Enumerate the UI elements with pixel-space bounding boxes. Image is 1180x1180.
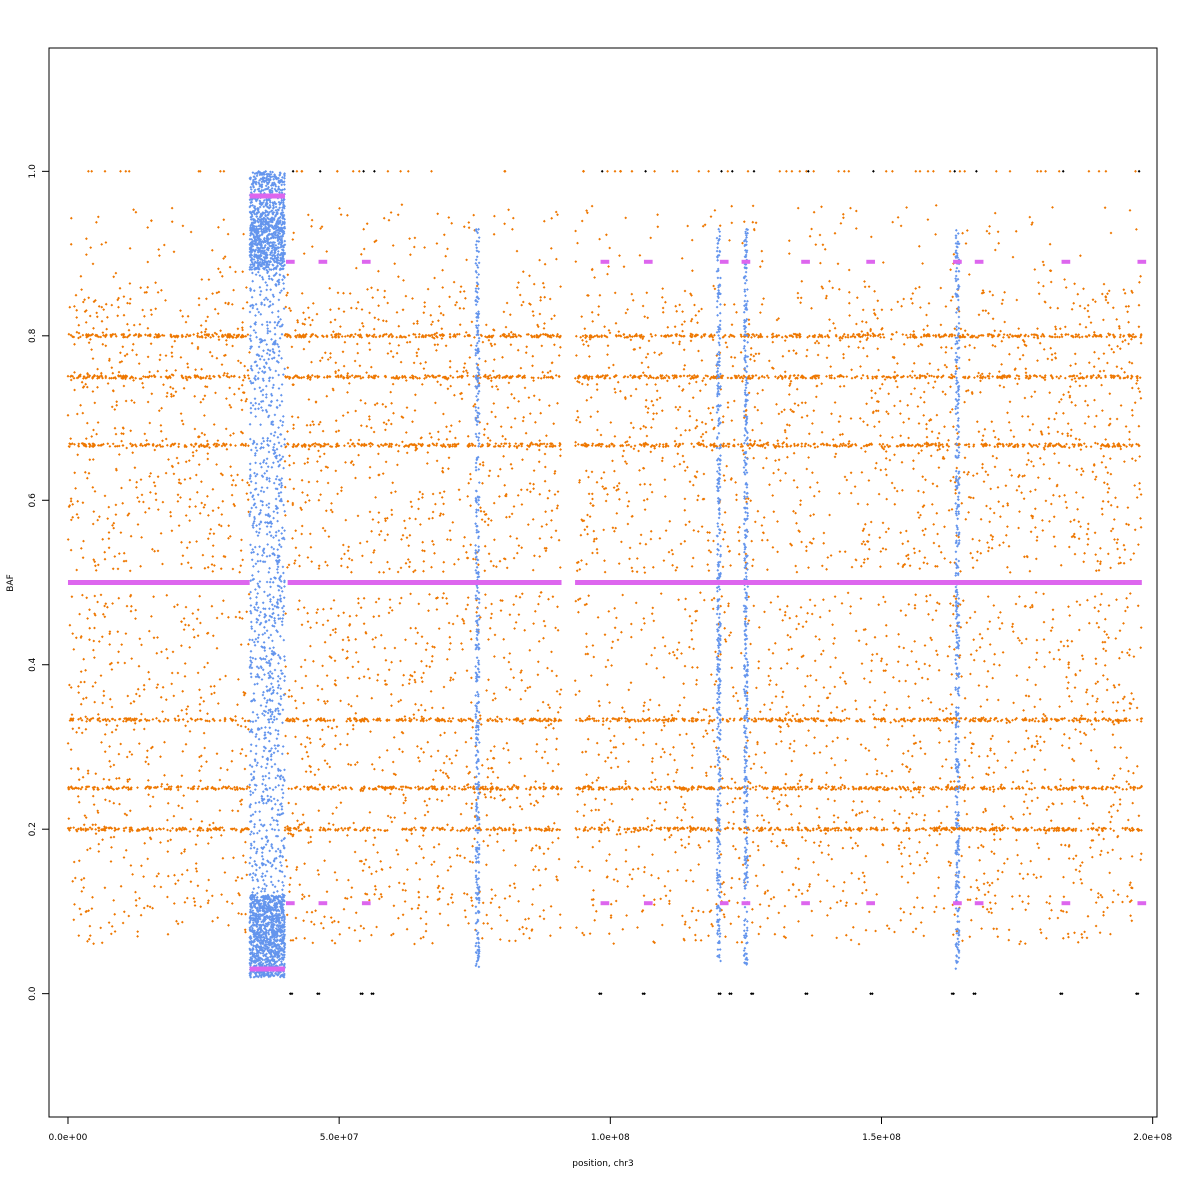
x-tick-label: 0.0e+00 [49,1133,88,1143]
y-axis-title: BAF [6,574,16,592]
axes-layer: 0.0e+00 5.0e+07 1.0e+08 1.5e+08 2.0e+08 0.0 0.… [28,164,1172,1143]
y-tick-label: 0.6 [28,493,38,508]
x-tick-label: 1.5e+08 [862,1133,901,1143]
x-tick-label: 2.0e+08 [1133,1133,1172,1143]
y-tick-label: 1.0 [28,164,38,179]
y-tick-label: 0.4 [28,657,38,672]
x-axis-title: position, chr3 [572,1159,633,1169]
y-tick-label: 0.2 [28,822,38,836]
x-tick-label: 1.0e+08 [591,1133,630,1143]
points-layer [66,169,1144,996]
y-tick-label: 0.0 [28,986,38,1001]
secondary-points [248,170,961,979]
heterozygous-points [66,169,1144,946]
segments-layer [67,193,1147,972]
x-tick-label: 5.0e+07 [320,1133,359,1143]
y-tick-label: 0.8 [28,328,38,343]
